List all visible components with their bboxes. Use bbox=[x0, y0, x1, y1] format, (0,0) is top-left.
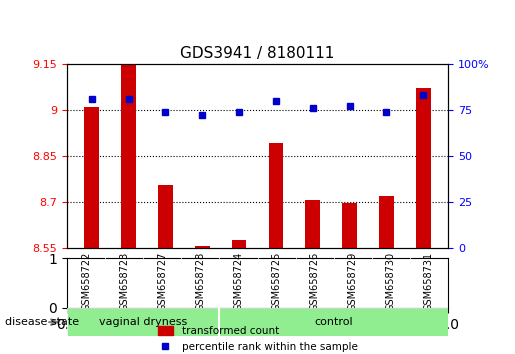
FancyBboxPatch shape bbox=[67, 308, 219, 336]
Text: control: control bbox=[314, 317, 353, 327]
Text: GSM658723: GSM658723 bbox=[119, 252, 129, 311]
Bar bbox=[121, 65, 136, 248]
Legend: transformed count, percentile rank within the sample: transformed count, percentile rank withi… bbox=[153, 322, 362, 354]
Bar bbox=[84, 107, 99, 248]
Bar bbox=[158, 185, 173, 248]
FancyBboxPatch shape bbox=[219, 308, 448, 336]
Text: GSM658731: GSM658731 bbox=[424, 252, 434, 311]
Text: disease state: disease state bbox=[5, 317, 79, 327]
Bar bbox=[232, 240, 247, 248]
Text: GSM658722: GSM658722 bbox=[81, 252, 91, 311]
Bar bbox=[416, 88, 431, 248]
Text: GSM658724: GSM658724 bbox=[233, 252, 244, 311]
Text: GSM658726: GSM658726 bbox=[310, 252, 320, 311]
Bar bbox=[195, 246, 210, 248]
Text: vaginal dryness: vaginal dryness bbox=[99, 317, 187, 327]
Bar bbox=[379, 196, 394, 248]
Text: GSM658729: GSM658729 bbox=[348, 252, 358, 311]
Bar bbox=[342, 203, 357, 248]
Text: GSM658728: GSM658728 bbox=[195, 252, 205, 311]
Title: GDS3941 / 8180111: GDS3941 / 8180111 bbox=[180, 46, 335, 61]
Text: GSM658727: GSM658727 bbox=[157, 252, 167, 311]
Text: GSM658725: GSM658725 bbox=[271, 252, 282, 311]
Bar bbox=[268, 143, 283, 248]
Bar bbox=[305, 200, 320, 248]
Text: GSM658730: GSM658730 bbox=[386, 252, 396, 311]
